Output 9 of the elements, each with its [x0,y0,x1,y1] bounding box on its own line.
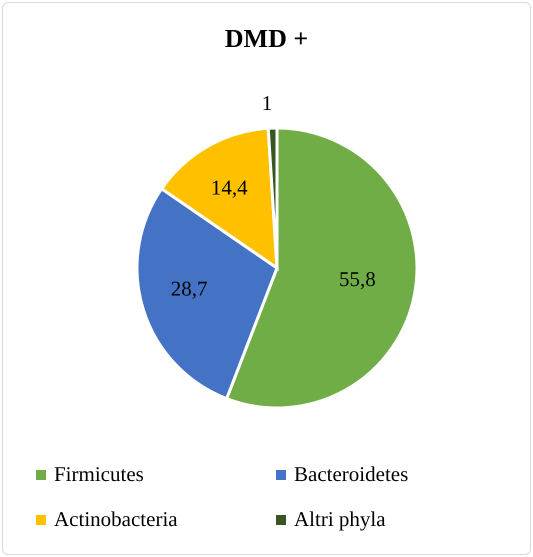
data-label: 14,4 [210,175,248,200]
chart-title: DMD + [224,24,310,54]
legend-label: Bacteroidetes [294,462,408,487]
legend-label: Firmicutes [54,462,144,487]
data-label: 55,8 [338,266,376,291]
legend-label: Altri phyla [294,507,386,532]
legend-label: Actinobacteria [54,507,178,532]
data-label: 1 [262,91,272,116]
data-label: 28,7 [170,276,208,301]
